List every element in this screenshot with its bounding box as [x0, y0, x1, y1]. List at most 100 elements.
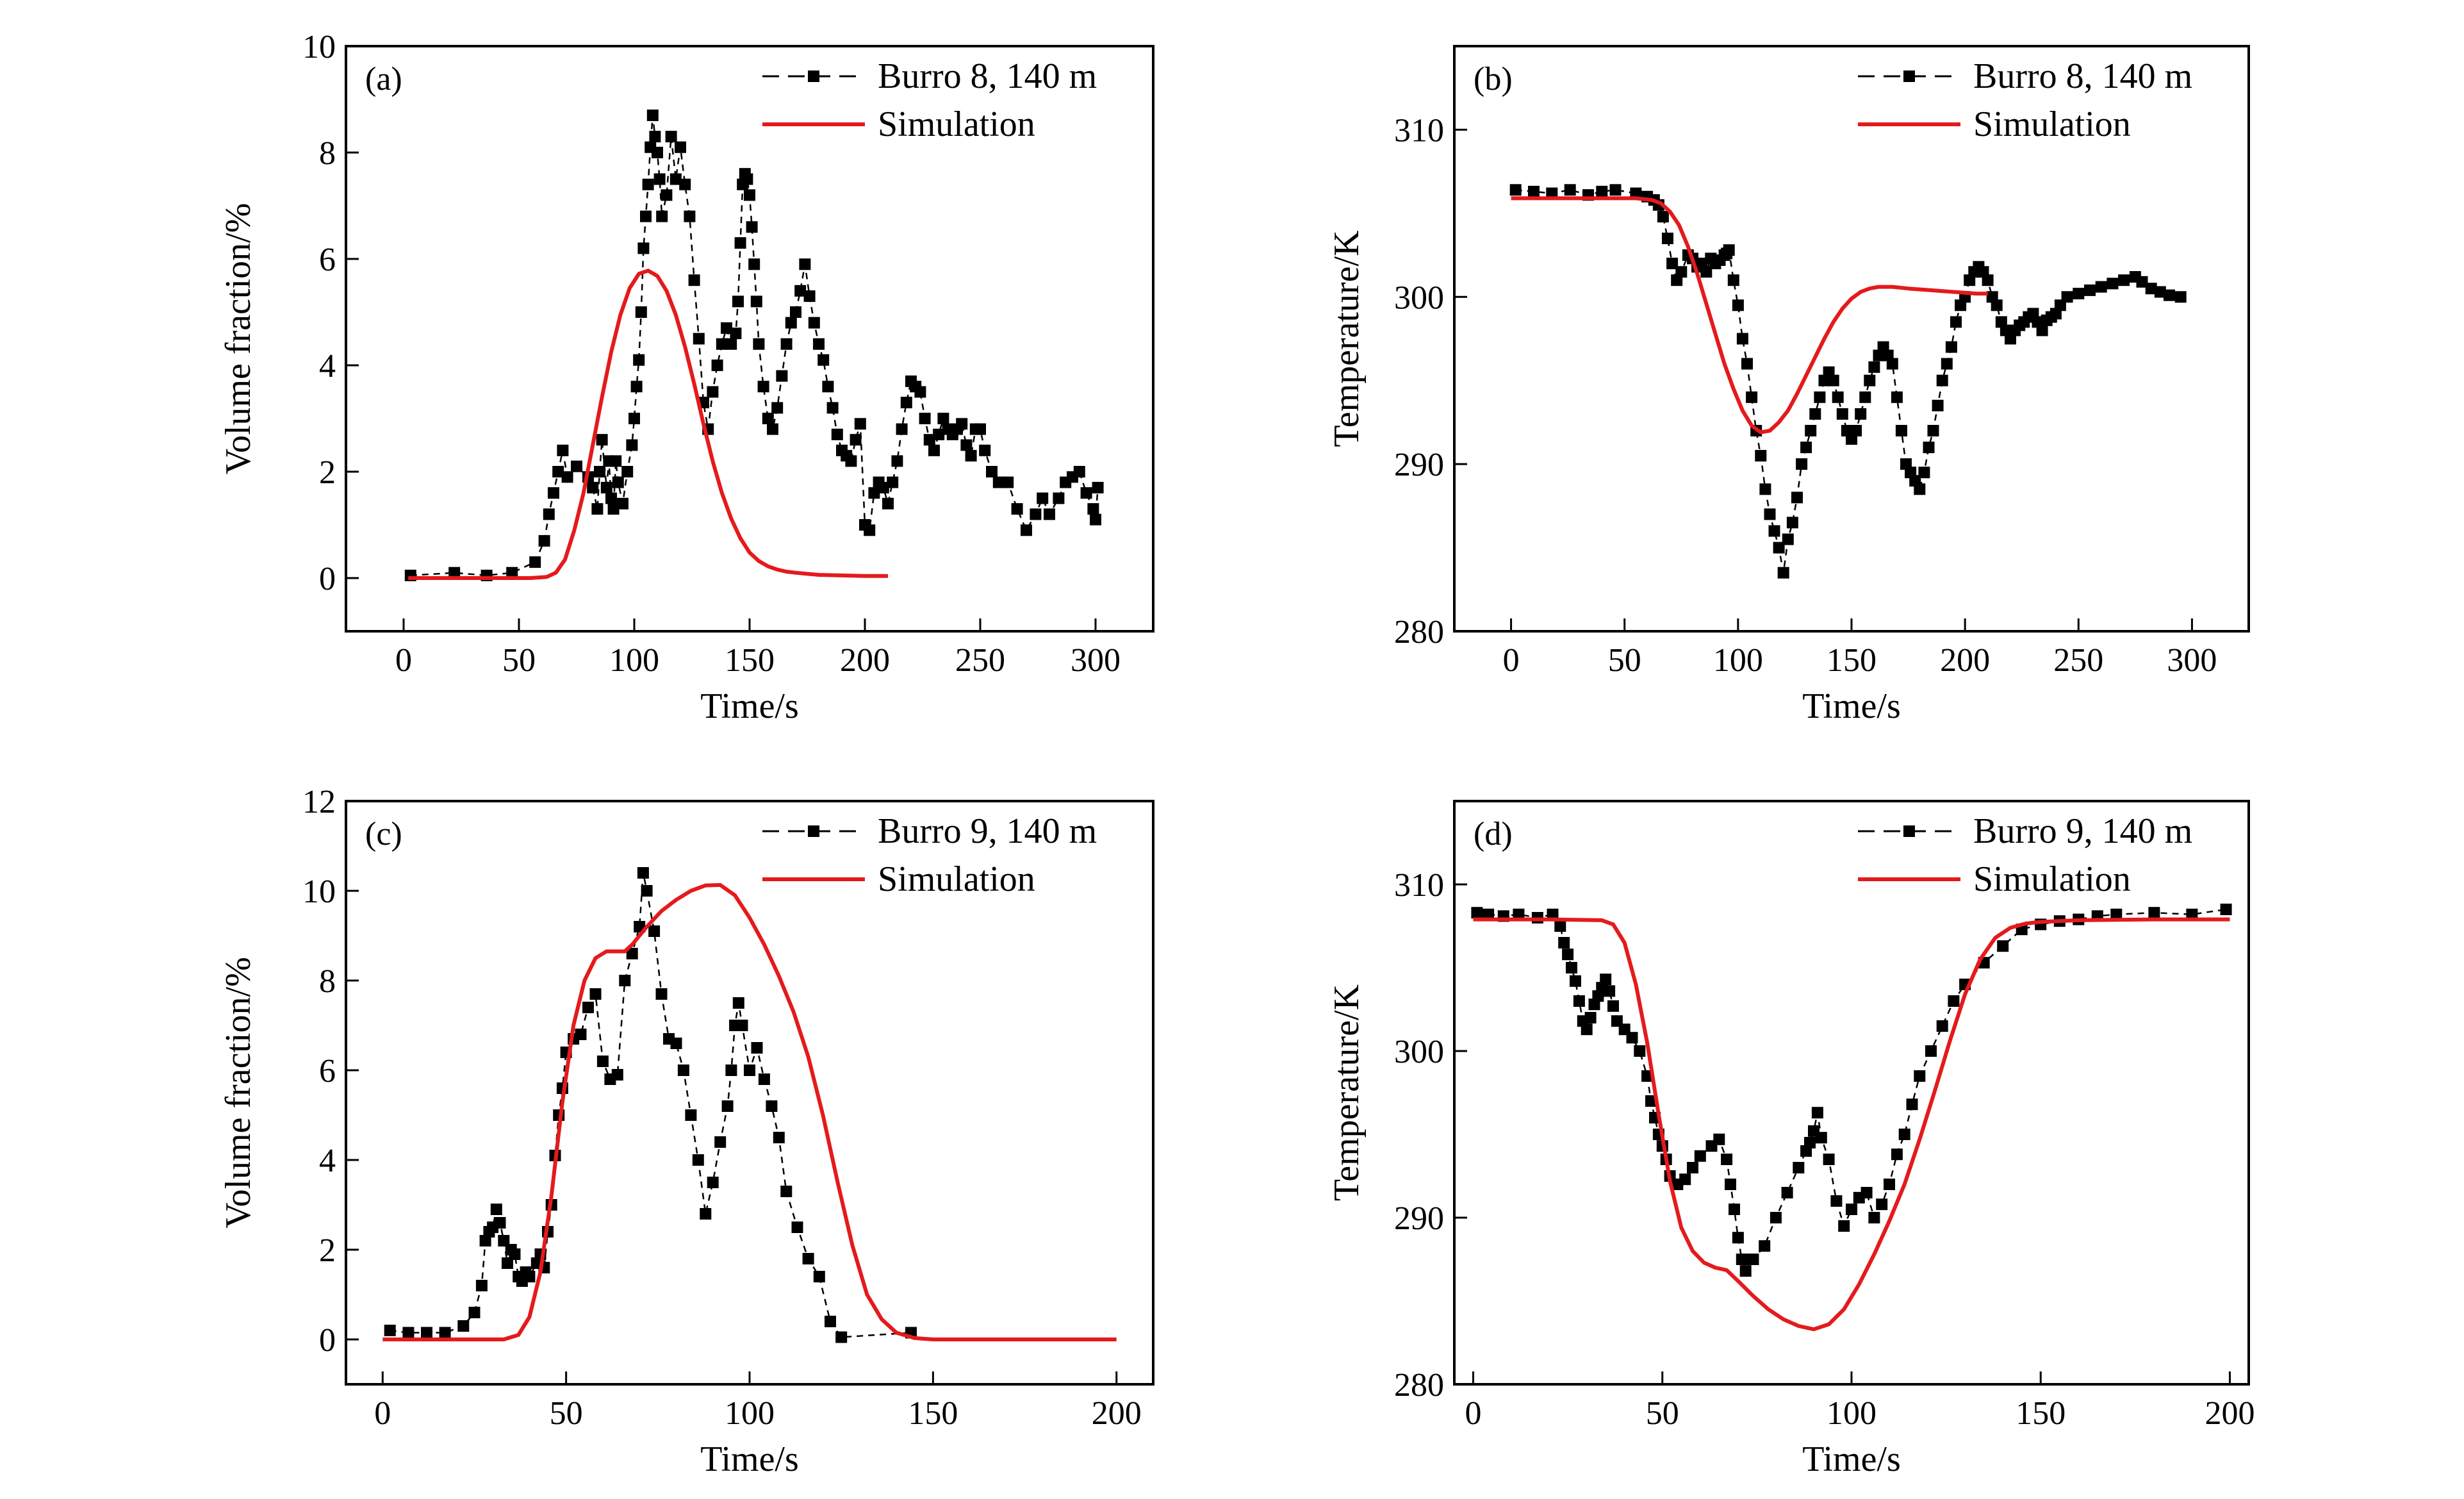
- data-point-measured: [1832, 391, 1844, 403]
- data-point-measured: [661, 189, 673, 201]
- data-point-measured: [1782, 533, 1794, 545]
- data-point-measured: [1777, 567, 1789, 579]
- data-point-measured: [979, 444, 991, 456]
- y-tick-label: 8: [319, 135, 336, 172]
- chart-panel-d: (d) Time/s Temperature/K Burro 9, 140 m …: [1327, 800, 2255, 1479]
- data-point-measured: [575, 1029, 587, 1040]
- legend-label-measured: Burro 8, 140 m: [878, 56, 1097, 96]
- data-point-measured: [656, 210, 668, 222]
- data-point-measured: [813, 1271, 825, 1282]
- data-point-measured: [1471, 907, 1483, 919]
- data-point-measured: [803, 290, 816, 302]
- data-point-measured: [1030, 508, 1042, 520]
- data-point-measured: [1739, 1265, 1752, 1277]
- data-point-measured: [2220, 904, 2232, 915]
- data-point-measured: [1736, 1254, 1748, 1265]
- data-point-measured: [1675, 266, 1688, 278]
- data-point-measured: [868, 487, 880, 499]
- x-axis-title: Time/s: [700, 1439, 799, 1479]
- data-point-measured: [1786, 517, 1798, 529]
- data-point-measured: [776, 370, 788, 382]
- data-point-measured: [965, 450, 977, 462]
- data-point-measured: [750, 295, 762, 308]
- data-point-measured: [992, 476, 1005, 488]
- data-point-measured: [1694, 1150, 1706, 1162]
- data-point-measured: [1773, 542, 1785, 554]
- y-tick-label: 300: [1394, 279, 1444, 316]
- panel-label: (c): [365, 816, 402, 852]
- panel-label: (b): [1474, 61, 1513, 97]
- data-point-measured: [751, 1042, 763, 1054]
- data-point-measured: [600, 481, 612, 493]
- data-point-measured: [1547, 908, 1559, 920]
- x-tick-label: 0: [1465, 1395, 1482, 1432]
- data-point-measured: [648, 925, 661, 937]
- legend-swatch-measured-marker: [1903, 70, 1915, 82]
- data-point-measured: [928, 444, 940, 456]
- data-point-measured: [799, 258, 811, 270]
- data-point-measured: [1092, 481, 1104, 493]
- x-tick-label: 50: [1646, 1395, 1679, 1432]
- data-point-measured: [457, 1320, 470, 1332]
- data-point-measured: [2118, 274, 2130, 286]
- data-point-measured: [736, 1020, 748, 1031]
- data-point-measured: [653, 173, 666, 185]
- legend-swatch-measured-marker: [1903, 825, 1915, 837]
- x-tick-label: 150: [908, 1395, 958, 1432]
- data-point-measured: [475, 1280, 488, 1291]
- data-point-measured: [2174, 291, 2187, 303]
- data-point-measured: [1604, 985, 1616, 997]
- data-point-measured: [746, 221, 758, 233]
- x-tick-label: 0: [1503, 642, 1520, 679]
- data-point-measured: [825, 1316, 836, 1327]
- data-point-measured: [1895, 425, 1907, 436]
- data-point-measured: [700, 1208, 712, 1220]
- data-point-measured: [1729, 1204, 1740, 1215]
- data-point-measured: [757, 381, 769, 393]
- data-point-measured: [684, 210, 696, 222]
- data-point-measured: [1509, 184, 1522, 196]
- data-point-measured: [1770, 1212, 1782, 1223]
- data-point-measured: [1898, 1129, 1910, 1140]
- data-point-measured: [621, 466, 634, 477]
- data-point-measured: [479, 1235, 491, 1246]
- y-tick-label: 2: [319, 454, 336, 491]
- y-tick-label: 310: [1394, 867, 1444, 904]
- chart-panel-a: (a) Time/s Volume fraction/% Burro 8, 14…: [218, 29, 1154, 726]
- data-point-measured: [1768, 525, 1780, 537]
- data-point-measured: [1997, 940, 2009, 952]
- x-tick-label: 150: [725, 642, 775, 679]
- data-point-measured: [1021, 524, 1032, 536]
- data-point-measured: [1811, 1107, 1823, 1119]
- data-point-measured: [813, 338, 825, 350]
- data-point-measured: [956, 418, 968, 430]
- data-point-measured: [1736, 333, 1748, 345]
- data-point-measured: [1607, 1000, 1619, 1012]
- data-point-measured: [1836, 408, 1848, 420]
- data-point-measured: [506, 567, 518, 579]
- data-point-measured: [637, 867, 649, 879]
- data-point-measured: [494, 1217, 506, 1229]
- data-point-measured: [596, 434, 608, 446]
- data-point-measured: [1666, 258, 1679, 270]
- data-point-measured: [670, 1038, 682, 1049]
- data-point-measured: [831, 428, 843, 440]
- y-tick-label: 4: [319, 348, 336, 385]
- data-point-measured: [628, 413, 640, 424]
- data-point-measured: [900, 397, 912, 409]
- x-tick-label: 100: [725, 1395, 775, 1432]
- data-point-measured: [1626, 1032, 1638, 1044]
- data-point-measured: [538, 534, 550, 547]
- data-point-measured: [607, 503, 620, 515]
- data-point-measured: [1662, 233, 1673, 244]
- data-point-measured: [642, 178, 654, 190]
- data-point-measured: [1528, 185, 1540, 197]
- data-point-measured: [1914, 1070, 1926, 1082]
- data-point-measured: [384, 1325, 396, 1336]
- series-measured-line: [390, 872, 912, 1338]
- data-point-measured: [1723, 244, 1735, 256]
- data-point-measured: [1855, 408, 1867, 420]
- data-point-measured: [1713, 1133, 1725, 1145]
- data-point-measured: [1814, 391, 1826, 403]
- data-point-measured: [448, 567, 461, 579]
